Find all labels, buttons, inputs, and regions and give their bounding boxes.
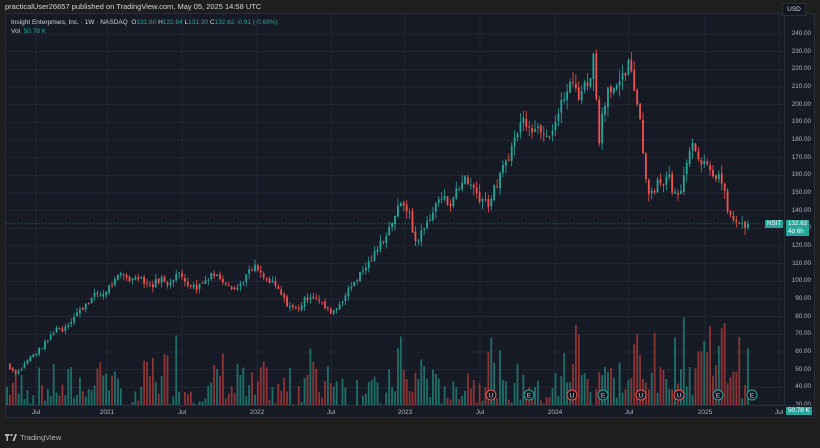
currency-label[interactable]: USD bbox=[782, 3, 806, 16]
last-price-tag: 132.62 4d 6h bbox=[786, 219, 810, 236]
price-tick: 90.00 bbox=[795, 295, 811, 302]
price-tick: 150.00 bbox=[791, 189, 811, 196]
open-value: 131.60 bbox=[136, 19, 157, 26]
volume-value: 50.78 K bbox=[23, 28, 47, 35]
bar-countdown: 4d 6h bbox=[788, 227, 804, 235]
volume-label: Vol bbox=[11, 28, 21, 35]
earnings-event-icon[interactable]: E bbox=[523, 389, 535, 401]
time-label: 2025 bbox=[697, 409, 713, 416]
close-value: 132.62 bbox=[214, 19, 235, 26]
chart-legend: Insight Enterprises, Inc. · 1W · NASDAQ … bbox=[11, 18, 278, 36]
price-tick: 60.00 bbox=[795, 348, 811, 355]
dividend-event-icon[interactable]: U bbox=[485, 389, 497, 401]
time-label: Jul bbox=[326, 409, 336, 416]
time-label: Jul bbox=[774, 409, 784, 416]
svg-text:U: U bbox=[489, 393, 494, 400]
tradingview-logo-icon bbox=[5, 434, 17, 441]
svg-text:E: E bbox=[601, 393, 606, 400]
svg-text:E: E bbox=[716, 393, 721, 400]
time-label: Jul bbox=[31, 409, 41, 416]
price-tick: 140.00 bbox=[791, 206, 811, 214]
price-tick: 230.00 bbox=[791, 47, 811, 55]
last-price-value: 132.62 bbox=[788, 219, 808, 227]
price-tick: 80.00 bbox=[795, 312, 811, 320]
price-tick: 70.00 bbox=[795, 330, 811, 338]
price-tick: 190.00 bbox=[791, 118, 811, 126]
published-by-text: practicalUser26657 published on TradingV… bbox=[5, 2, 262, 11]
volume-tag: 50.78 K bbox=[786, 407, 812, 415]
dividend-event-icon[interactable]: U bbox=[635, 389, 647, 401]
price-tick: 220.00 bbox=[791, 65, 811, 73]
price-tick: 120.00 bbox=[791, 242, 811, 249]
svg-text:E: E bbox=[527, 393, 532, 400]
symbol-label: Insight Enterprises, Inc. · 1W · NASDAQ bbox=[11, 19, 128, 26]
svg-text:U: U bbox=[570, 393, 575, 400]
time-label: Jul bbox=[177, 409, 187, 416]
footer-brand: TradingView bbox=[20, 433, 62, 442]
chart-pane[interactable]: U E U E U U E E Insight Enterprises, Inc. · 1W … bbox=[6, 14, 784, 405]
svg-text:U: U bbox=[639, 393, 644, 400]
price-tick: 180.00 bbox=[791, 136, 811, 143]
change-value: -0.91 (-0.68%) bbox=[236, 19, 278, 26]
time-label: Jul bbox=[475, 409, 485, 416]
time-label: 2023 bbox=[397, 409, 413, 416]
price-tick: 200.00 bbox=[791, 100, 811, 108]
price-tick: 50.00 bbox=[795, 365, 811, 373]
high-value: 132.64 bbox=[162, 19, 183, 26]
volume-row: Vol 50.78 K bbox=[11, 27, 278, 36]
earnings-event-icon[interactable]: E bbox=[746, 389, 758, 401]
price-tick: 240.00 bbox=[791, 30, 811, 37]
tradingview-footer: TradingView bbox=[5, 433, 61, 442]
price-tick: 170.00 bbox=[791, 153, 811, 161]
time-label: 2022 bbox=[249, 409, 265, 416]
time-axis[interactable]: Jul 2021 Jul 2022 Jul 2023 Jul 2024 Jul 2025 Jul bbox=[6, 405, 814, 419]
low-value: 131.30 bbox=[188, 19, 208, 26]
price-axis[interactable]: 240.00 230.00 220.00 210.00 200.00 190.00 180.… bbox=[784, 14, 815, 408]
price-tick: 100.00 bbox=[791, 277, 811, 285]
ohlc-row: Insight Enterprises, Inc. · 1W · NASDAQ … bbox=[11, 19, 278, 26]
dividend-event-icon[interactable]: U bbox=[566, 389, 578, 401]
svg-text:E: E bbox=[750, 393, 755, 400]
price-tick: 160.00 bbox=[791, 171, 811, 179]
price-tick: 210.00 bbox=[791, 83, 811, 90]
time-label: 2021 bbox=[99, 409, 115, 416]
price-tick: 110.00 bbox=[792, 259, 811, 267]
earnings-event-icon[interactable]: E bbox=[597, 389, 609, 401]
chart-frame: U E U E U U E E Insight Enterprises, Inc. · 1W … bbox=[5, 13, 815, 418]
earnings-event-icon[interactable]: E bbox=[712, 389, 724, 401]
dividend-event-icon[interactable]: U bbox=[673, 389, 685, 401]
time-label: 2024 bbox=[547, 409, 563, 416]
svg-text:U: U bbox=[677, 393, 682, 400]
symbol-price-tag: NSIT bbox=[765, 219, 784, 228]
price-tick: 40.00 bbox=[795, 383, 811, 391]
price-tick: 30.00 bbox=[795, 401, 811, 408]
time-label: Jul bbox=[624, 409, 634, 416]
